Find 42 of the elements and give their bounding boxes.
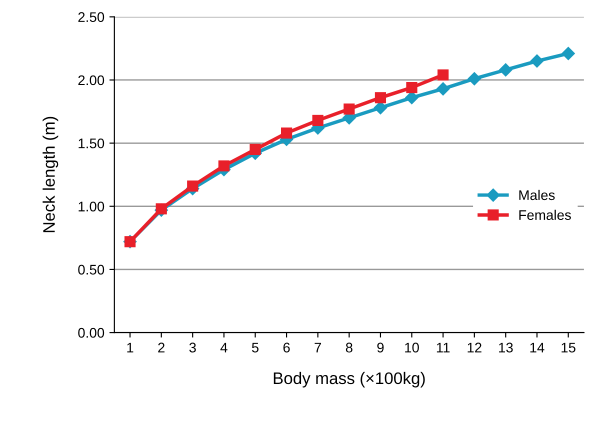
x-tick-label: 2	[158, 342, 164, 352]
point	[530, 54, 544, 68]
x-tick-label: 13	[499, 342, 513, 353]
x-tick-label: 11	[436, 342, 450, 352]
x-tick-label: 9	[377, 342, 384, 353]
y-tick-label: 2.00	[78, 75, 104, 86]
point	[562, 46, 575, 60]
point	[218, 160, 230, 172]
legend-label: Males	[519, 190, 555, 200]
point	[436, 82, 450, 96]
point	[312, 114, 324, 126]
point	[250, 144, 261, 156]
x-tick-label: 1	[127, 342, 134, 352]
point	[374, 101, 388, 114]
y-axis-title: Neck length (m)	[42, 116, 58, 232]
y-tick-label: 1.00	[78, 202, 104, 212]
x-tick-label: 5	[252, 342, 259, 353]
point	[156, 203, 167, 214]
x-tick-label: 3	[189, 342, 196, 353]
point	[405, 91, 418, 104]
x-tick-label: 7	[314, 342, 322, 352]
y-tick-label: 0.50	[78, 264, 104, 275]
x-axis-title: Body mass (×100kg)	[274, 372, 425, 388]
point	[406, 82, 418, 94]
point	[499, 63, 512, 76]
point	[438, 69, 449, 80]
point	[280, 127, 292, 139]
x-tick-label: 8	[346, 342, 352, 353]
x-tick-label: 4	[220, 342, 228, 352]
y-tick-label: 0.00	[78, 328, 104, 338]
y-tick-label: 1.50	[78, 138, 104, 148]
x-tick-label: 12	[468, 342, 482, 352]
legend-label: Females	[519, 210, 571, 220]
y-tick-label: 2.50	[78, 12, 104, 22]
x-tick-label: 6	[283, 342, 290, 353]
point	[187, 180, 198, 192]
point	[468, 72, 481, 86]
point	[344, 103, 355, 115]
point	[374, 92, 386, 104]
x-tick-label: 10	[405, 342, 419, 353]
x-tick-label: 14	[530, 342, 544, 352]
x-tick-label: 15	[562, 342, 576, 353]
